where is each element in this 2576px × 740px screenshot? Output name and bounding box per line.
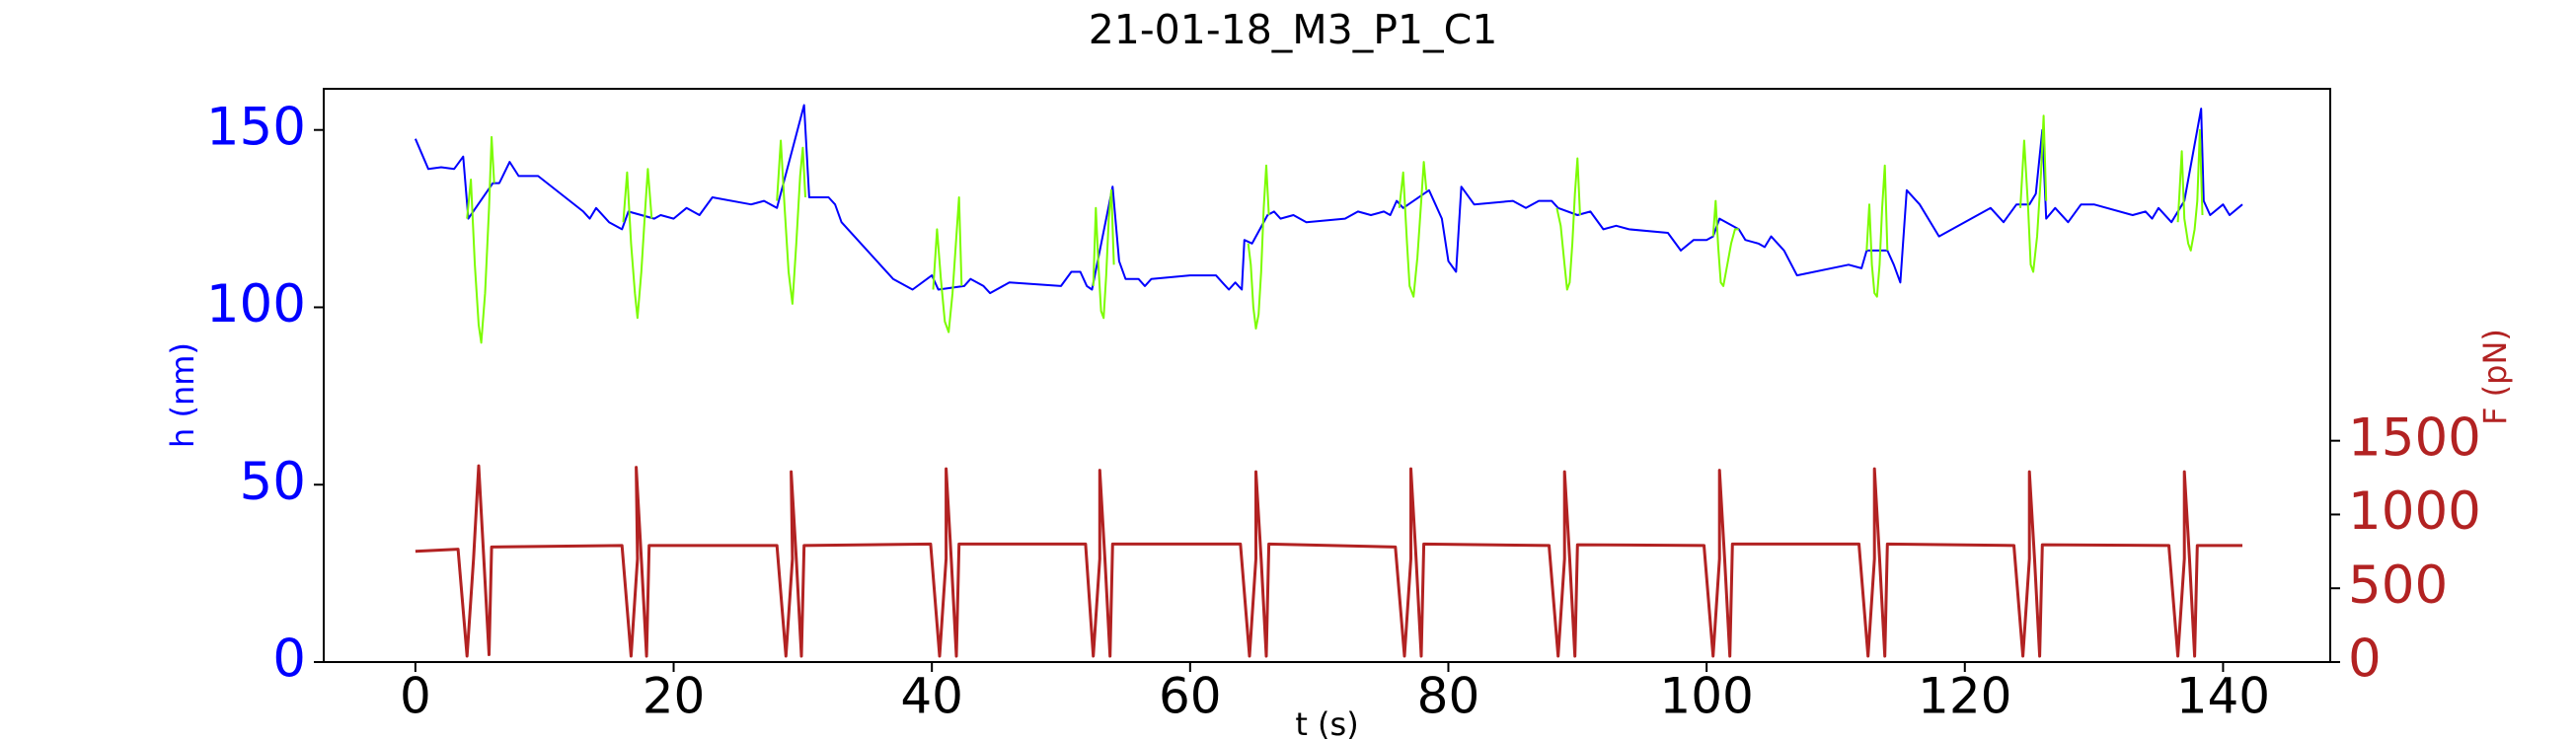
plot-frame: [323, 88, 2331, 663]
x-tick-label: 20: [643, 668, 706, 725]
x-tick-label: 80: [1417, 668, 1480, 725]
y2-tick-label: 1000: [2348, 481, 2481, 542]
y-tick-label: 150: [206, 97, 306, 157]
y-tick-label: 50: [240, 452, 306, 512]
x-tick-label: 120: [1918, 668, 2011, 725]
data-line: [414, 104, 2243, 295]
data-line: [466, 114, 2204, 344]
x-tick-label: 140: [2176, 668, 2270, 725]
y-tick-label: 0: [272, 629, 306, 690]
data-line: [415, 464, 2242, 658]
y2-tick-label: 500: [2348, 555, 2448, 616]
y-tick-label: 100: [206, 274, 306, 334]
x-axis-label: t (s): [1295, 705, 1358, 740]
y2-tick-label: 0: [2348, 629, 2382, 690]
x-tick-label: 60: [1159, 668, 1222, 725]
x-tick-label: 100: [1659, 668, 1753, 725]
y2-axis-label: F (pN): [2476, 329, 2514, 425]
y2-tick-label: 1500: [2348, 407, 2481, 468]
x-tick-label: 40: [900, 668, 963, 725]
y-axis-label: h (nm): [164, 342, 201, 448]
x-tick-label: 0: [400, 668, 431, 725]
chart-title: 21-01-18_M3_P1_C1: [1089, 6, 1498, 53]
